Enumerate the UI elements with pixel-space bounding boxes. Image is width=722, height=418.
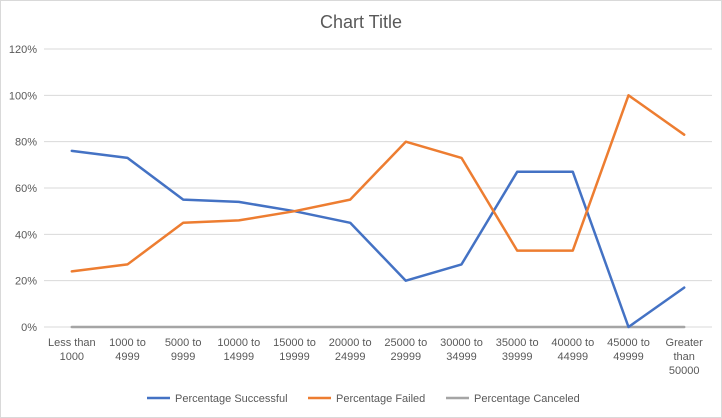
- y-tick-label: 40%: [15, 229, 37, 241]
- y-axis-tick-labels: 0% 20% 40% 60% 80% 100% 120%: [9, 44, 37, 334]
- x-tick-label: 5000 to 9999: [165, 337, 202, 363]
- x-tick-label: 1000 to 4999: [109, 337, 146, 363]
- y-tick-label: 120%: [9, 44, 37, 56]
- x-tick-label: 20000 to 24999: [329, 337, 372, 363]
- x-tick-label: 10000 to 14999: [217, 337, 260, 363]
- series-line-percentage-failed: [70, 94, 686, 273]
- x-tick-label: 40000 to 44999: [551, 337, 594, 363]
- y-tick-label: 20%: [15, 276, 37, 288]
- legend-label: Percentage Failed: [336, 393, 425, 405]
- x-tick-label: 25000 to 29999: [384, 337, 427, 363]
- x-tick-label: Greater than 50000: [666, 337, 704, 377]
- x-tick-label: Less than 1000: [48, 337, 96, 363]
- legend-label: Percentage Successful: [175, 393, 288, 405]
- legend-entry: Percentage Canceled: [446, 393, 580, 405]
- legend-entry: Percentage Failed: [308, 393, 425, 405]
- x-tick-label: 35000 to 39999: [496, 337, 539, 363]
- series-lines: [70, 94, 686, 329]
- y-tick-label: 0%: [21, 322, 37, 334]
- legend-label: Percentage Canceled: [474, 393, 580, 405]
- x-tick-label: 45000 to 49999: [607, 337, 650, 363]
- y-tick-label: 80%: [15, 137, 37, 149]
- series-line-percentage-successful: [70, 149, 686, 329]
- x-axis-tick-labels: Less than 1000 1000 to 4999 5000 to 9999 10000…: [48, 337, 703, 377]
- legend-entry: Percentage Successful: [147, 393, 288, 405]
- gridlines: [44, 48, 712, 328]
- x-tick-label: 30000 to 34999: [440, 337, 483, 363]
- y-tick-label: 60%: [15, 183, 37, 195]
- x-tick-label: 15000 to 19999: [273, 337, 316, 363]
- chart-title: Chart Title: [320, 12, 402, 32]
- legend: Percentage Successful Percentage Failed Pe…: [147, 393, 580, 405]
- y-tick-label: 100%: [9, 90, 37, 102]
